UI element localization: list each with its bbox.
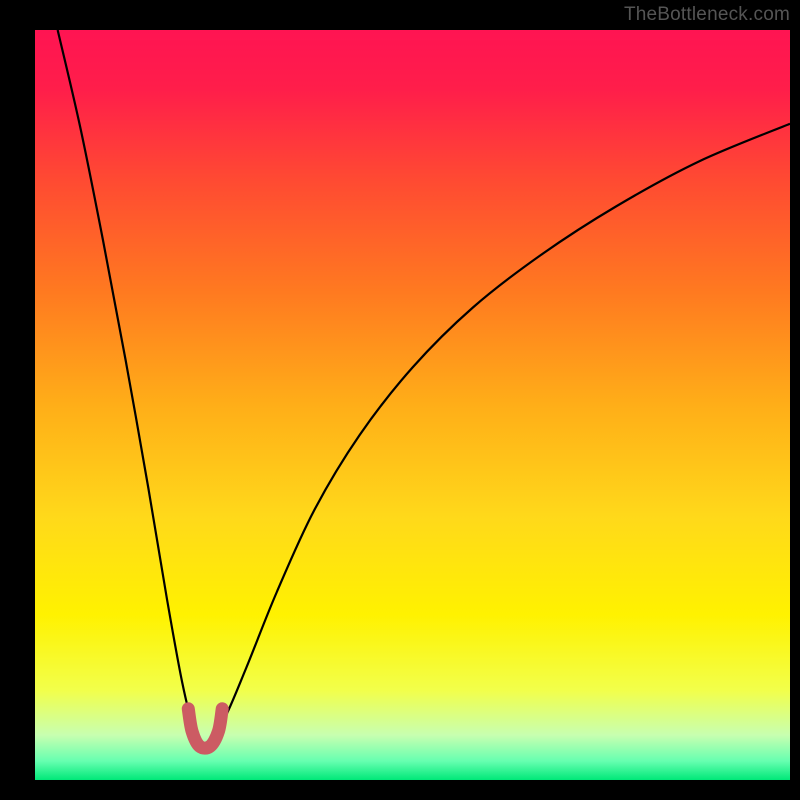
watermark-text: TheBottleneck.com [624, 4, 790, 26]
plot-background [35, 30, 790, 780]
chart-container: TheBottleneck.com [0, 0, 800, 800]
chart-svg [0, 0, 800, 800]
